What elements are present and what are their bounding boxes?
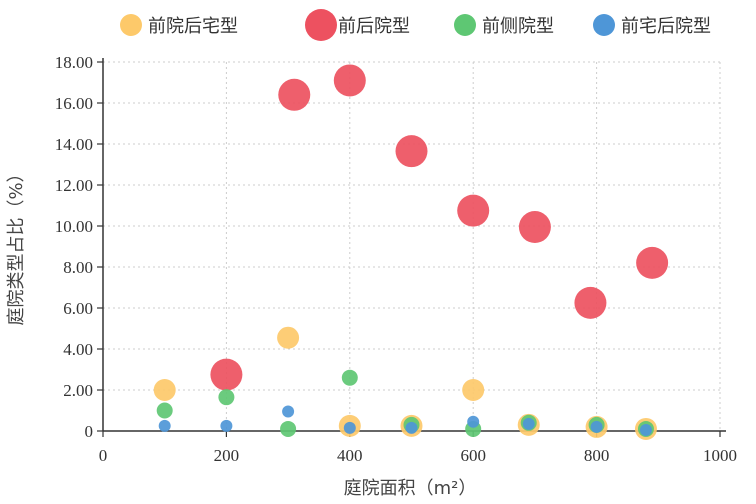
legend-marker bbox=[593, 14, 615, 36]
legend-label: 前宅后院型 bbox=[621, 16, 711, 37]
data-points bbox=[153, 64, 669, 440]
data-point bbox=[277, 326, 300, 349]
data-point bbox=[639, 423, 652, 436]
data-point bbox=[210, 358, 243, 391]
y-tick-label: 4.00 bbox=[63, 340, 93, 359]
x-axis-title: 庭院面积（m²） bbox=[344, 478, 477, 499]
data-point bbox=[343, 421, 356, 434]
legend-marker bbox=[454, 14, 476, 36]
data-point bbox=[467, 415, 480, 428]
legend-marker bbox=[305, 9, 337, 41]
series-group bbox=[210, 64, 669, 391]
data-point bbox=[462, 379, 485, 401]
y-tick-label: 16.00 bbox=[55, 94, 93, 113]
data-point bbox=[518, 211, 551, 244]
data-point bbox=[278, 78, 311, 111]
data-point bbox=[522, 417, 535, 430]
data-point bbox=[341, 369, 358, 386]
x-tick-label: 400 bbox=[337, 446, 363, 465]
legend-label: 前后院型 bbox=[338, 16, 410, 37]
series-group bbox=[158, 405, 652, 436]
data-point bbox=[282, 405, 295, 418]
legend: 前院后宅型 前后院型 前侧院型 前宅后院型 bbox=[120, 9, 711, 41]
x-tick-label: 1000 bbox=[703, 446, 737, 465]
data-point bbox=[457, 194, 490, 227]
x-tick-label: 600 bbox=[460, 446, 486, 465]
x-tick-label: 0 bbox=[99, 446, 108, 465]
legend-marker bbox=[120, 14, 142, 36]
x-tick-label: 200 bbox=[214, 446, 240, 465]
grid bbox=[103, 61, 721, 431]
y-tick-label: 6.00 bbox=[63, 299, 93, 318]
y-axis-title: 庭院类型占比（%） bbox=[6, 164, 27, 325]
data-point bbox=[218, 389, 235, 406]
data-point bbox=[158, 419, 171, 432]
data-point bbox=[156, 402, 173, 419]
legend-label: 前院后宅型 bbox=[148, 16, 238, 37]
y-tick-label: 2.00 bbox=[63, 381, 93, 400]
data-point bbox=[395, 135, 428, 168]
y-tick-label: 10.00 bbox=[55, 217, 93, 236]
axes: 0 2.00 4.00 6.00 8.00 10.00 12.00 14.00 16.00 18.… bbox=[55, 53, 737, 465]
data-point bbox=[590, 420, 603, 433]
legend-label: 前侧院型 bbox=[482, 16, 554, 37]
data-point bbox=[280, 420, 297, 437]
y-tick-label: 0 bbox=[85, 422, 94, 441]
data-point bbox=[405, 421, 418, 434]
y-tick-label: 8.00 bbox=[63, 258, 93, 277]
data-point bbox=[333, 64, 366, 97]
data-point bbox=[574, 286, 607, 319]
y-tick-label: 12.00 bbox=[55, 176, 93, 195]
y-tick-label: 14.00 bbox=[55, 135, 93, 154]
data-point bbox=[153, 379, 176, 401]
data-point bbox=[636, 246, 669, 279]
data-point bbox=[220, 419, 233, 432]
x-tick-label: 800 bbox=[584, 446, 610, 465]
y-tick-label: 18.00 bbox=[55, 53, 93, 72]
